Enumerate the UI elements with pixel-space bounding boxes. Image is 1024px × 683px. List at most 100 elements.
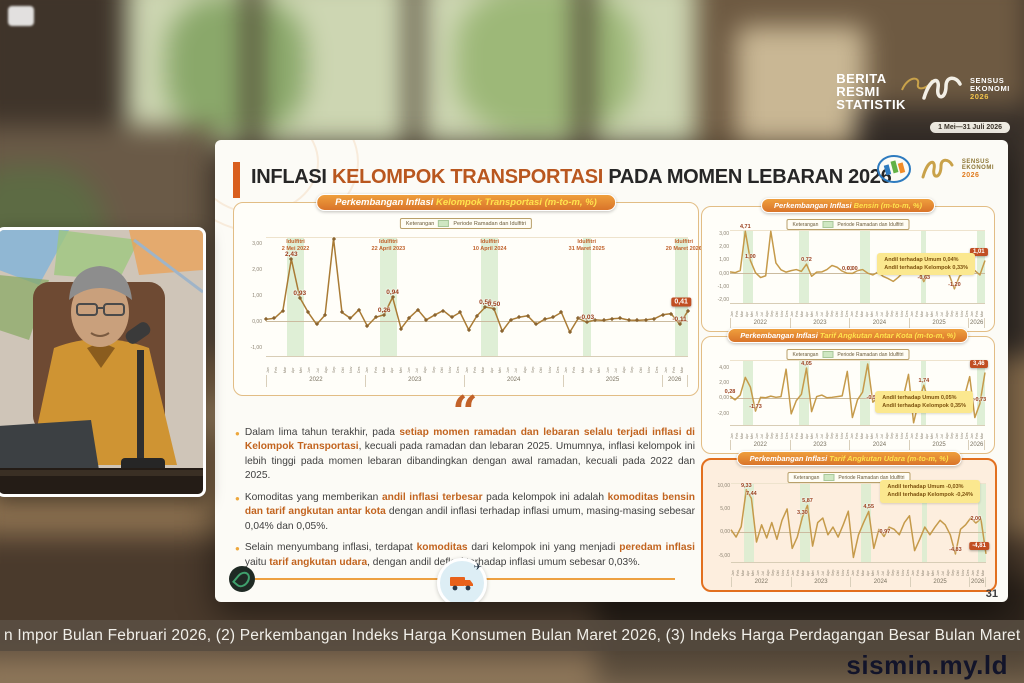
month-tick: Okt (539, 367, 544, 373)
month-tick: Mei (497, 367, 502, 373)
inflation-line (731, 484, 986, 562)
bullet-segment: Komoditas yang memberikan (244, 491, 382, 503)
sensus-ekonomi-overlay: SENSUS EKONOMI 2026 1 Mei—31 Juli 2026 (920, 72, 1010, 133)
idulfitri-annotation: Idulfitri 20 Maret 2026 (665, 239, 702, 252)
x-axis-months: Jan Feb Mar Apr Mei Jun Jul Agu Sep Okt Nov Des Jan F… (731, 564, 986, 576)
year-label: 2026 (661, 375, 688, 387)
chart-kelompok-transportasi: Perkembangan Inflasi Kelompok Transporta… (233, 194, 702, 396)
data-point-label: 0,28 (724, 389, 736, 396)
year-label: 2023 (789, 318, 850, 328)
legend-label: Keterangan (792, 351, 819, 358)
sensus-year: 2026 (969, 91, 990, 101)
x-axis-years: 2022 2023 2024 2025 2026 (266, 375, 688, 387)
y-axis-tick: 0,00 (720, 529, 730, 536)
chart-legend: Keterangan Periode Ramadan dan Idulfitri (786, 219, 910, 230)
bullet-segment: pada kelompok ini adalah (482, 491, 608, 503)
bullet-highlight: tarif angkutan udara (269, 556, 368, 568)
bullet-segment: , kecuali pada ramadan dan lebaran 2025.… (244, 441, 695, 482)
data-point-label: -0,11 (672, 316, 687, 324)
y-axis-tick: -2,00 (717, 410, 729, 417)
bullet-segment: yaitu (244, 556, 270, 568)
month-tick: Jul (514, 368, 519, 373)
bps-logo-icon (876, 155, 911, 183)
chart-title-highlight: Bensin (853, 201, 879, 210)
ramadan-period-band (379, 238, 397, 356)
bg-mullion (406, 0, 422, 156)
eco-badge-icon (229, 566, 255, 592)
ramadan-period-band (675, 238, 688, 356)
brs-line: RESMI (836, 84, 880, 99)
sensus-ekonomi-logo-icon (922, 76, 962, 100)
chart-title-highlight: Tarif Angkutan Antar Kota (819, 331, 913, 340)
plane-icon: ✈ (473, 562, 482, 573)
chart-plot-area: 0,28 -1,73 4,05 -0,53 1,74 -0,73 3,46 Andil ter… (725, 360, 988, 426)
y-axis: 3,00 2,00 1,00 0,00 -1,00 -2,00 (705, 230, 731, 304)
bullet-highlight: komoditas (416, 542, 468, 554)
month-tick: Sep (431, 366, 436, 373)
watermark-text: sismin.my.ld (846, 650, 1008, 680)
bullet-segment: dengan andil inflasi terhadap inflasi um… (244, 506, 695, 532)
year-label: 2024 (463, 375, 563, 387)
year-label: 2024 (849, 440, 909, 450)
y-axis-tick: -2,00 (717, 297, 729, 304)
y-axis-tick: 0,00 (719, 270, 729, 277)
x-axis-months: Jan Feb Mar Apr Mei Jun Jul Agu Sep Okt Nov Des Jan F… (730, 427, 985, 439)
month-tick: Agu (323, 366, 328, 373)
chart-title-pill: Perkembangan Inflasi Bensin (m-to-m, %) (761, 198, 935, 213)
chart-title-highlight: Kelompok Transportasi (436, 197, 542, 208)
y-axis-tick: -5,00 (718, 552, 730, 559)
ramadan-period-band (481, 238, 499, 356)
month-tick: Feb (671, 366, 676, 373)
month-tick: Mar (282, 366, 287, 373)
andil-note-box: Andil terhadap Umum 0,04% Andil terhadap … (877, 252, 975, 276)
speaker-person (0, 230, 203, 494)
ramadan-period-band (287, 238, 304, 356)
month-tick: Nov (547, 366, 552, 373)
y-axis-tick: 1,00 (252, 292, 262, 299)
chart-bensin: Perkembangan Inflasi Bensin (m-to-m, %) K… (701, 198, 995, 332)
legend-label: Keterangan (405, 220, 435, 227)
data-point-label: 5,87 (802, 498, 813, 505)
y-axis-tick: 3,00 (719, 230, 729, 237)
data-point-label: 9,33 (740, 482, 752, 489)
bullet-item: ● Komoditas yang memberikan andil inflasi… (235, 491, 695, 534)
month-tick: Des (555, 366, 560, 373)
bullet-item: ● Selain menyumbang inflasi, terdapat kom… (235, 541, 695, 570)
sensus-ekonomi-slide-text: SENSUS EKONOMI 2026 (962, 159, 994, 180)
year-label: 2022 (730, 440, 790, 450)
y-axis-tick: -1,00 (250, 344, 262, 351)
month-tick: Nov (348, 366, 353, 373)
ramadan-period-band (977, 231, 985, 303)
bullet-marker-icon: ● (235, 429, 240, 438)
year-label: 2025 (908, 318, 969, 328)
y-axis-tick: 5,00 (720, 506, 730, 513)
data-point-label: 3,30 (797, 510, 808, 517)
chart-title-pill: Perkembangan Inflasi Kelompok Transporta… (316, 194, 616, 211)
webcam-video (0, 227, 206, 497)
month-tick: Jul (613, 368, 618, 373)
zero-gridline (266, 321, 688, 323)
andil-note-box: Andil terhadap Umum -0,03% Andil terhadap… (880, 480, 980, 503)
month-tick: Jun (605, 367, 610, 373)
slide-header-logos: SENSUS EKONOMI 2026 (876, 154, 994, 184)
data-point-label: 1,74 (918, 378, 930, 385)
year-label: 2024 (850, 577, 910, 587)
zero-gridline (730, 273, 985, 275)
chart-title-prefix: Perkembangan Inflasi (774, 201, 854, 210)
y-axis: 3,00 2,00 1,00 0,00 -1,00 (238, 237, 264, 357)
ramadan-band-swatch (822, 351, 834, 358)
bg-mullion (576, 0, 592, 156)
chart-title-suffix: (m-to-m, %) (912, 331, 956, 340)
month-tick: Mar (680, 366, 685, 373)
y-axis-tick: 0,00 (252, 318, 262, 325)
month-tick: Sep (332, 366, 337, 373)
data-point-label: 0,94 (386, 289, 399, 297)
bullet-segment: Dalam lima tahun terakhir, pada (244, 427, 400, 438)
y-axis-tick: 2,00 (252, 266, 262, 273)
chart-plot-area: 2,43 0,93 0,26 0,94 0,56 0,50 -0,03 -0,11 0,41 Id… (263, 236, 702, 357)
year-label: 2026 (969, 577, 987, 587)
data-point-marker (331, 236, 336, 241)
chart-title-prefix: Perkembangan Inflasi (335, 197, 437, 208)
month-tick: Feb (274, 366, 279, 373)
month-tick: Apr (290, 367, 295, 373)
